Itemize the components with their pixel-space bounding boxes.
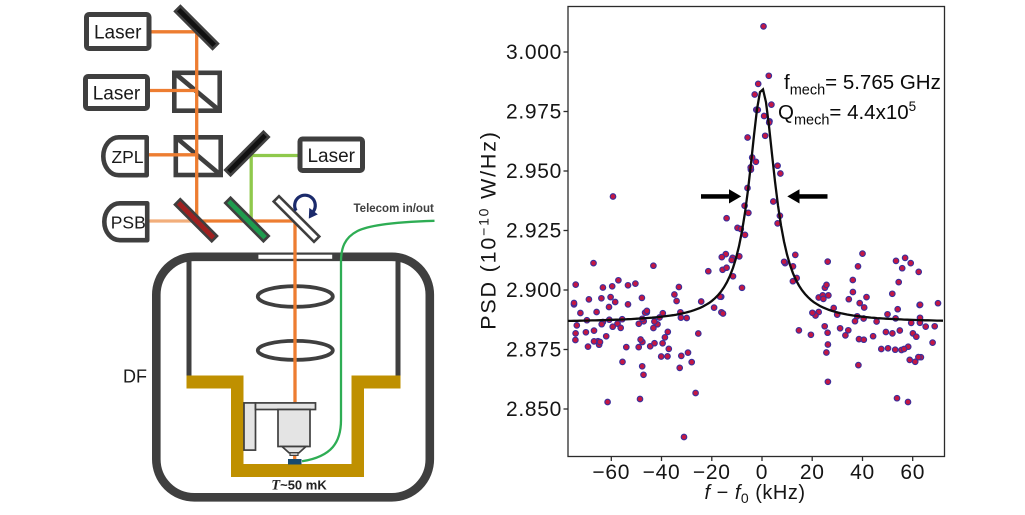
- svg-text:−20: −20: [693, 461, 731, 484]
- svg-text:2.875: 2.875: [506, 339, 562, 362]
- svg-text:3.000: 3.000: [506, 41, 562, 64]
- svg-text:2.950: 2.950: [506, 160, 562, 183]
- svg-text:Qmech= 4.4x105: Qmech= 4.4x105: [778, 99, 916, 129]
- svg-text:Telecom in/out: Telecom in/out: [354, 203, 434, 215]
- svg-text:Laser: Laser: [93, 84, 141, 105]
- svg-text:2.900: 2.900: [506, 279, 562, 302]
- svg-text:f − f0 (kHz): f − f0 (kHz): [704, 482, 805, 506]
- svg-text:PSB: PSB: [111, 212, 146, 232]
- svg-text:20: 20: [800, 461, 825, 484]
- svg-text:PSD (10−10 W/Hz): PSD (10−10 W/Hz): [476, 130, 501, 330]
- svg-text:T~50 mK: T~50 mK: [271, 478, 327, 494]
- svg-text:Laser: Laser: [94, 23, 142, 44]
- svg-text:DF: DF: [123, 367, 147, 387]
- svg-text:2.975: 2.975: [506, 101, 562, 124]
- svg-text:ZPL: ZPL: [111, 147, 143, 167]
- svg-text:−60: −60: [592, 461, 630, 484]
- svg-text:2.850: 2.850: [506, 398, 562, 421]
- svg-text:fmech= 5.765 GHz: fmech= 5.765 GHz: [784, 71, 941, 99]
- svg-text:−40: −40: [643, 461, 681, 484]
- svg-text:40: 40: [850, 461, 875, 484]
- svg-text:60: 60: [900, 461, 925, 484]
- svg-text:2.925: 2.925: [506, 220, 562, 243]
- svg-text:Laser: Laser: [307, 146, 355, 167]
- svg-text:0: 0: [756, 461, 768, 484]
